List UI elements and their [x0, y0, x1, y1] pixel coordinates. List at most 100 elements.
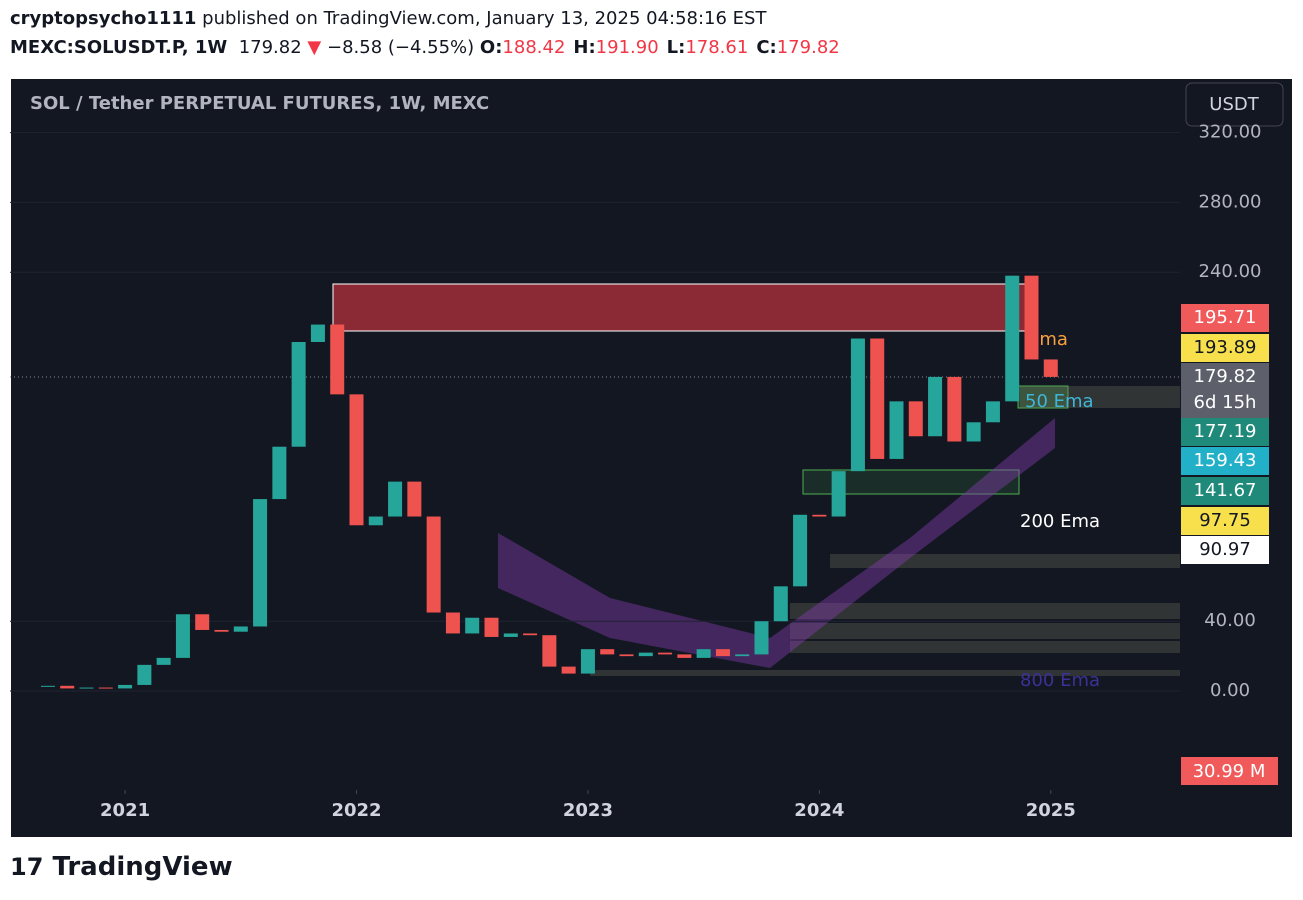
price-label-box: [1181, 334, 1269, 362]
candle-body: [812, 514, 827, 517]
candle-body: [118, 684, 133, 689]
candle-body: [310, 324, 325, 343]
x-tick-label: 2022: [331, 800, 381, 821]
candle-body: [195, 614, 210, 630]
y-tick-label: 320.00: [1199, 122, 1262, 143]
candle-body: [1024, 275, 1039, 360]
price-label-box: [1181, 477, 1269, 505]
countdown: 6d 15h: [1194, 392, 1257, 413]
publish-line: cryptopsycho1111 published on TradingVie…: [10, 8, 766, 29]
change: −8.58 (−4.55%): [326, 37, 475, 58]
candle-body: [889, 401, 904, 459]
x-tick-label: 2023: [563, 800, 613, 821]
candle-body: [79, 687, 94, 689]
volume-label-box: [1181, 757, 1278, 785]
ema-label: 50 Ema: [1025, 391, 1094, 412]
candle-body: [696, 649, 711, 658]
price-label-box: [1181, 507, 1269, 535]
candle-body: [253, 499, 268, 627]
candle-body: [793, 514, 808, 587]
price-label-box: [1181, 304, 1269, 332]
candle-body: [754, 621, 769, 655]
ohlc-value: 191.90: [595, 37, 659, 58]
y-tick-label: 40.00: [1204, 610, 1256, 631]
y-tick-label: 0.00: [1210, 680, 1250, 701]
candle-body: [735, 654, 750, 657]
ohlc-key: L:: [666, 37, 686, 58]
x-tick-label: 2025: [1026, 800, 1076, 821]
chart-title: SOL / Tether PERPETUAL FUTURES, 1W, MEXC: [30, 93, 489, 114]
candle-body: [503, 633, 518, 637]
candle-body: [561, 666, 576, 674]
chart-frame: [10, 78, 1293, 838]
candle-body: [368, 516, 383, 526]
ohlc-value: 179.82: [776, 37, 840, 58]
candle-body: [947, 376, 962, 442]
chart: SOL / Tether PERPETUAL FUTURES, 1W, MEXC…: [10, 78, 1293, 838]
price-label: 195.71: [1194, 307, 1257, 328]
price-label: 97.75: [1199, 510, 1251, 531]
volume-label: 30.99 M: [1193, 761, 1266, 782]
ohlc-value: 178.61: [685, 37, 749, 58]
candle-body: [291, 342, 306, 447]
price-label: 159.43: [1194, 450, 1257, 471]
candle-body: [388, 481, 403, 517]
price-label: 141.67: [1194, 480, 1257, 501]
currency[interactable]: USDT: [1209, 94, 1259, 115]
candle-body: [831, 471, 846, 517]
candle-body: [850, 338, 865, 472]
logo: 17: [10, 853, 44, 881]
candle-body: [870, 338, 885, 459]
price-label: 179.82: [1194, 366, 1257, 387]
price-label-box: [1181, 536, 1269, 564]
ema-label: 200 Ema: [1020, 511, 1100, 532]
price-label-box: [1181, 363, 1269, 418]
price-label: 90.97: [1199, 539, 1251, 560]
ema-label: 800 Ema: [1020, 670, 1100, 691]
candle-body: [214, 629, 229, 632]
price-label-box: [1181, 447, 1269, 475]
ohlc-value: 188.42: [502, 37, 566, 58]
symbol: MEXC:SOLUSDT.P, 1W: [10, 37, 228, 58]
brand: TradingView: [52, 852, 233, 882]
candle-body: [1005, 275, 1020, 402]
candle-body: [658, 652, 673, 655]
candle-body: [349, 394, 364, 526]
candle-body: [542, 635, 557, 667]
price-label: 193.89: [1194, 337, 1257, 358]
candle-body: [928, 376, 943, 437]
candle-body: [715, 649, 730, 657]
candle-body: [677, 654, 692, 658]
candle-body: [523, 633, 538, 636]
candle-body: [233, 626, 248, 632]
x-tick-label: 2024: [794, 800, 844, 821]
candle-body: [985, 401, 1000, 423]
ohlc-key: C:: [756, 37, 777, 58]
candle-body: [1043, 359, 1058, 377]
y-tick-label: 240.00: [1199, 261, 1262, 282]
y-tick-label: 280.00: [1199, 191, 1262, 212]
supply-zone: [332, 283, 1034, 332]
quote-line: MEXC:SOLUSDT.P, 1W 179.82 ▼ −8.58 (−4.55…: [10, 37, 848, 58]
candle-body: [484, 617, 499, 637]
candle-body: [426, 516, 441, 613]
published: published on TradingView.com, January 13…: [202, 8, 767, 29]
publisher: cryptopsycho1111: [10, 8, 197, 29]
candle-body: [272, 446, 287, 500]
candle-body: [580, 649, 595, 674]
candle-body: [908, 401, 923, 437]
candle-body: [175, 614, 190, 658]
candle-body: [638, 652, 653, 657]
currency-button[interactable]: [1185, 82, 1284, 127]
candle-body: [98, 687, 113, 689]
price-label-box: [1181, 418, 1269, 446]
candle-body: [966, 422, 981, 442]
candle-body: [60, 685, 75, 689]
level-zones: [590, 386, 1180, 676]
candle-body: [156, 657, 171, 665]
candle-body: [773, 586, 788, 622]
price-label: 177.19: [1194, 421, 1257, 442]
candle-body: [330, 324, 345, 395]
candle-body: [40, 685, 55, 687]
